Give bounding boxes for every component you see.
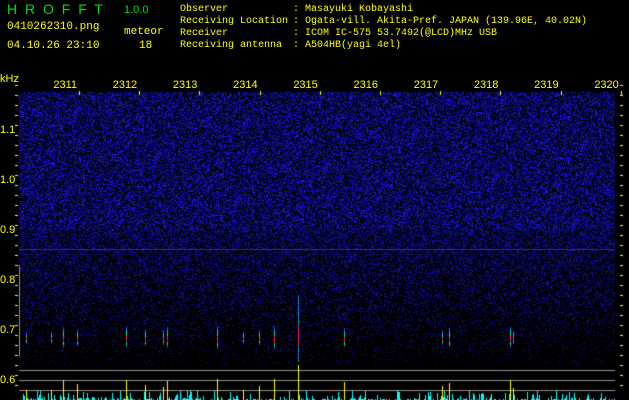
datetime: 04.10.26 23:10 [7, 40, 100, 52]
x-tick-label: 2315 [293, 79, 318, 91]
y-tick-label: 0.7 [0, 324, 16, 336]
info-colon: : [293, 28, 300, 39]
x-tick-label: 2318 [473, 79, 499, 91]
meteor-label: meteor [124, 26, 164, 38]
x-tick-label: 2312 [112, 79, 138, 91]
y-tick-label: 0.6 [0, 374, 16, 386]
x-tick-label: 2319 [534, 79, 559, 91]
x-tick-label: 2316 [353, 79, 378, 91]
x-tick-label: 2320 [594, 79, 619, 91]
info-value: Ogata-vill. Akita-Pref. JAPAN (139.96E, … [305, 16, 588, 27]
meteor-count: 18 [139, 40, 153, 52]
y-tick-label: 1.1 [0, 124, 16, 136]
info-colon: : [293, 16, 300, 27]
info-colon: : [293, 40, 300, 51]
filename: 0410262310.png [7, 21, 100, 33]
info-label: Observer [180, 4, 229, 15]
x-tick-label: 2311 [53, 79, 77, 91]
info-label: Receiving antenna [180, 40, 283, 51]
y-tick-label: 0.8 [0, 274, 16, 286]
info-colon: : [293, 4, 300, 15]
y-axis-unit: kHz [0, 73, 19, 85]
x-tick-label: 2314 [233, 79, 258, 91]
app-version: 1.0.0 [124, 4, 149, 16]
x-tick-label: 2317 [413, 79, 439, 91]
info-value: Masayuki Kobayashi [305, 4, 414, 15]
info-label: Receiver [180, 28, 229, 39]
y-tick-label: 0.9 [0, 224, 16, 236]
info-label: Receiving Location [180, 16, 289, 27]
app-title: H R O F F T [7, 1, 105, 17]
info-value: ICOM IC-575 53.7492(@LCD)MHz USB [305, 28, 498, 39]
info-value: A504HB(yagi 4el) [305, 40, 402, 51]
y-tick-label: 1.0 [0, 174, 16, 186]
x-tick-label: 2313 [172, 79, 198, 91]
